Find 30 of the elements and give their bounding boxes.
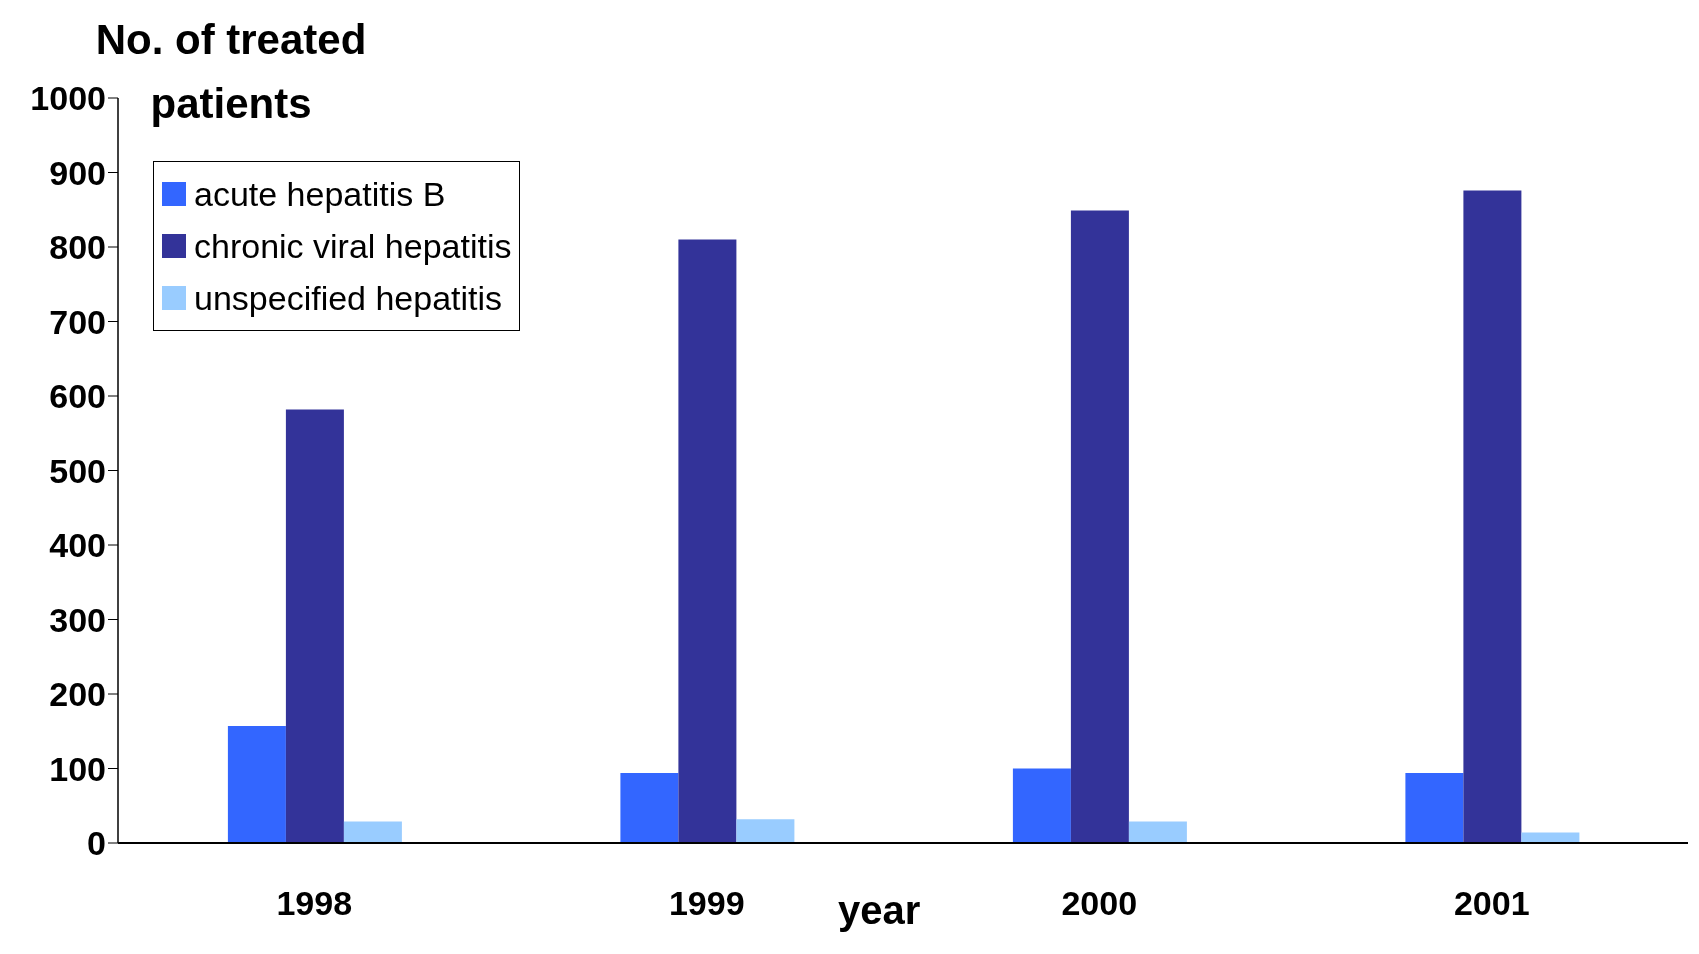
bar bbox=[1012, 768, 1071, 843]
bar bbox=[285, 409, 344, 843]
bar bbox=[620, 772, 679, 843]
x-tick-label: 2001 bbox=[1453, 884, 1530, 923]
y-tick-label: 100 bbox=[49, 749, 106, 788]
legend-label: chronic viral hepatitis bbox=[193, 226, 512, 267]
bar bbox=[736, 819, 795, 843]
y-tick-label: 800 bbox=[49, 228, 106, 267]
y-tick-label: 0 bbox=[87, 824, 106, 863]
y-tick-label: 600 bbox=[49, 377, 106, 416]
legend-label: unspecified hepatitis bbox=[193, 278, 504, 319]
bar bbox=[343, 821, 402, 843]
x-tick-label: 1998 bbox=[276, 884, 353, 923]
legend-label: acute hepatitis B bbox=[193, 174, 447, 215]
bar bbox=[1128, 821, 1187, 843]
x-tick-label: 2000 bbox=[1061, 884, 1138, 923]
x-tick-label: 1999 bbox=[668, 884, 745, 923]
bar bbox=[1405, 772, 1464, 843]
x-axis-title: year bbox=[838, 888, 921, 932]
y-tick-label: 1000 bbox=[30, 79, 106, 118]
y-tick-label: 500 bbox=[49, 451, 106, 490]
bar bbox=[1070, 210, 1129, 843]
y-tick-label: 400 bbox=[49, 526, 106, 565]
bar bbox=[678, 239, 737, 843]
y-tick-label: 700 bbox=[49, 302, 106, 341]
y-tick-label: 300 bbox=[49, 600, 106, 639]
bar bbox=[1463, 190, 1522, 843]
y-tick-label: 900 bbox=[49, 153, 106, 192]
y-tick-label: 200 bbox=[49, 675, 106, 714]
bar bbox=[227, 726, 286, 843]
